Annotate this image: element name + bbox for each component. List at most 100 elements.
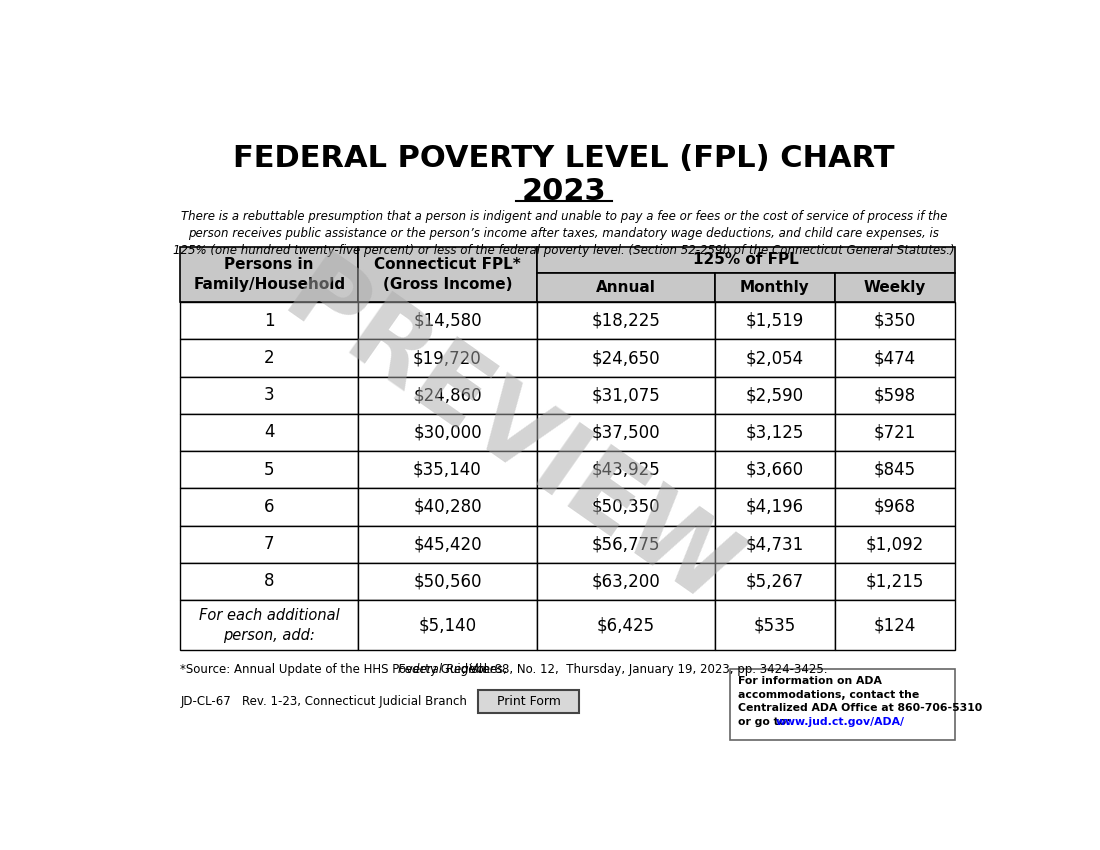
Bar xyxy=(180,339,359,377)
Bar xyxy=(537,488,715,525)
Bar xyxy=(715,525,835,563)
Text: 1: 1 xyxy=(264,312,275,330)
Bar xyxy=(835,600,955,650)
Text: $56,775: $56,775 xyxy=(592,536,660,553)
Bar xyxy=(180,414,359,451)
Text: For each additional
person, add:: For each additional person, add: xyxy=(199,608,340,643)
Text: $18,225: $18,225 xyxy=(592,312,660,330)
Bar xyxy=(359,303,537,339)
Text: $721: $721 xyxy=(873,423,916,441)
Text: 2: 2 xyxy=(264,349,275,367)
Bar xyxy=(359,600,537,650)
Text: JD-CL-67   Rev. 1-23, Connecticut Judicial Branch: JD-CL-67 Rev. 1-23, Connecticut Judicial… xyxy=(180,694,468,707)
Text: $474: $474 xyxy=(874,349,916,367)
Bar xyxy=(359,339,537,377)
Text: $2,590: $2,590 xyxy=(746,386,804,405)
Text: 7: 7 xyxy=(264,536,275,553)
Bar xyxy=(715,339,835,377)
Bar xyxy=(537,273,715,303)
Text: 8: 8 xyxy=(264,572,275,591)
Text: 125% of FPL: 125% of FPL xyxy=(693,252,799,268)
Bar xyxy=(715,600,835,650)
Text: $35,140: $35,140 xyxy=(414,461,482,479)
Text: $968: $968 xyxy=(874,498,916,516)
Bar xyxy=(715,451,835,488)
Text: $43,925: $43,925 xyxy=(592,461,660,479)
Text: $5,267: $5,267 xyxy=(746,572,804,591)
Bar xyxy=(359,377,537,414)
Bar xyxy=(835,488,955,525)
Bar xyxy=(478,689,580,712)
Text: $1,092: $1,092 xyxy=(866,536,924,553)
Text: Annual: Annual xyxy=(596,280,656,295)
Bar xyxy=(715,488,835,525)
Text: 5: 5 xyxy=(264,461,275,479)
Text: Federal Register: Federal Register xyxy=(398,662,495,676)
Bar xyxy=(180,303,359,339)
Bar xyxy=(835,525,955,563)
Text: Persons in
Family/Household: Persons in Family/Household xyxy=(194,257,345,292)
Bar xyxy=(715,377,835,414)
Bar xyxy=(730,669,955,740)
Text: $3,125: $3,125 xyxy=(746,423,804,441)
Text: $50,350: $50,350 xyxy=(592,498,660,516)
Bar xyxy=(180,525,359,563)
Bar xyxy=(537,246,955,273)
Text: $3,660: $3,660 xyxy=(746,461,804,479)
Bar xyxy=(835,339,955,377)
Bar xyxy=(537,451,715,488)
Text: $24,860: $24,860 xyxy=(414,386,482,405)
Text: PREVIEW: PREVIEW xyxy=(265,245,754,629)
Text: Connecticut FPL*
(Gross Income): Connecticut FPL* (Gross Income) xyxy=(374,257,521,292)
Bar xyxy=(537,303,715,339)
Bar xyxy=(537,414,715,451)
Text: $598: $598 xyxy=(874,386,916,405)
Bar xyxy=(359,246,537,303)
Text: $40,280: $40,280 xyxy=(414,498,482,516)
Bar xyxy=(180,563,359,600)
Text: $50,560: $50,560 xyxy=(414,572,482,591)
Text: 3: 3 xyxy=(264,386,275,405)
Bar xyxy=(835,451,955,488)
Text: $4,731: $4,731 xyxy=(746,536,804,553)
Text: $19,720: $19,720 xyxy=(414,349,482,367)
Text: $845: $845 xyxy=(874,461,916,479)
Bar xyxy=(835,273,955,303)
Bar xyxy=(359,525,537,563)
Bar xyxy=(537,339,715,377)
Text: $2,054: $2,054 xyxy=(746,349,804,367)
Text: $31,075: $31,075 xyxy=(592,386,660,405)
Text: $1,519: $1,519 xyxy=(746,312,804,330)
Text: $24,650: $24,650 xyxy=(592,349,660,367)
Text: *Source: Annual Update of the HHS Poverty Guidelines,: *Source: Annual Update of the HHS Povert… xyxy=(180,662,510,676)
Bar xyxy=(835,414,955,451)
Bar xyxy=(715,273,835,303)
Text: $4,196: $4,196 xyxy=(746,498,804,516)
Text: There is a rebuttable presumption that a person is indigent and unable to pay a : There is a rebuttable presumption that a… xyxy=(173,210,955,257)
Text: 6: 6 xyxy=(264,498,275,516)
Text: $124: $124 xyxy=(873,616,916,634)
Text: For information on ADA: For information on ADA xyxy=(738,677,882,687)
Text: www.jud.ct.gov/ADA/: www.jud.ct.gov/ADA/ xyxy=(776,717,904,727)
Bar xyxy=(359,414,537,451)
Text: , Vol. 88, No. 12,  Thursday, January 19, 2023, pp. 3424-3425.: , Vol. 88, No. 12, Thursday, January 19,… xyxy=(462,662,827,676)
Bar xyxy=(180,377,359,414)
Text: $1,215: $1,215 xyxy=(866,572,924,591)
Bar xyxy=(180,246,359,303)
Bar xyxy=(359,563,537,600)
Bar xyxy=(835,303,955,339)
Text: $6,425: $6,425 xyxy=(596,616,654,634)
Bar xyxy=(180,600,359,650)
Bar xyxy=(359,451,537,488)
Text: 2023: 2023 xyxy=(521,178,606,207)
Text: Print Form: Print Form xyxy=(497,694,561,707)
Text: accommodations, contact the: accommodations, contact the xyxy=(738,690,920,700)
Text: $535: $535 xyxy=(754,616,796,634)
Text: $350: $350 xyxy=(873,312,916,330)
Bar xyxy=(359,488,537,525)
Bar xyxy=(537,525,715,563)
Text: or go to:: or go to: xyxy=(738,717,794,727)
Text: FEDERAL POVERTY LEVEL (FPL) CHART: FEDERAL POVERTY LEVEL (FPL) CHART xyxy=(233,144,894,173)
Text: $37,500: $37,500 xyxy=(592,423,660,441)
Bar xyxy=(835,563,955,600)
